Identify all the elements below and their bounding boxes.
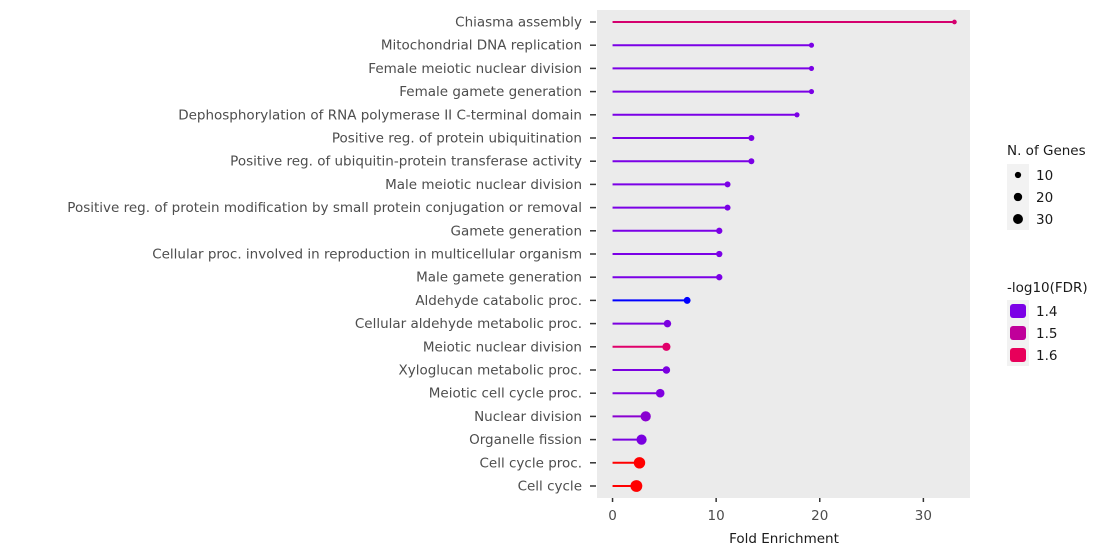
lollipop-point bbox=[724, 204, 731, 211]
lollipop-point bbox=[716, 227, 723, 234]
lollipop-point bbox=[808, 42, 815, 48]
lollipop-point bbox=[662, 342, 671, 351]
color-legend-label: 1.6 bbox=[1036, 348, 1057, 364]
lollipop-point bbox=[683, 296, 691, 304]
color-legend-key bbox=[1010, 348, 1026, 362]
y-tick-label: Male meiotic nuclear division bbox=[385, 177, 582, 193]
lollipop-point bbox=[952, 19, 957, 25]
lollipop-point bbox=[716, 274, 723, 281]
x-tick-label: 0 bbox=[608, 508, 617, 524]
y-tick-label: Positive reg. of ubiquitin-protein trans… bbox=[230, 154, 582, 170]
y-tick-label: Xyloglucan metabolic proc. bbox=[398, 363, 582, 379]
lollipop-point bbox=[716, 250, 723, 258]
color-legend-title: -log10(FDR) bbox=[1007, 280, 1088, 296]
y-tick-label: Female gamete generation bbox=[399, 84, 582, 100]
x-tick-label: 10 bbox=[708, 508, 725, 524]
color-legend: -log10(FDR) 1.4 1.5 1.6 bbox=[1007, 280, 1088, 366]
lollipop-point bbox=[662, 366, 671, 374]
size-legend-key bbox=[1014, 171, 1022, 179]
y-tick-label: Cell cycle proc. bbox=[479, 455, 582, 471]
y-tick-label: Cellular aldehyde metabolic proc. bbox=[355, 316, 582, 332]
lollipop-point bbox=[633, 457, 646, 469]
x-tick-label: 30 bbox=[915, 508, 932, 524]
y-tick-label: Nuclear division bbox=[474, 409, 582, 425]
y-tick-label: Female meiotic nuclear division bbox=[368, 61, 582, 77]
y-tick-label: Aldehyde catabolic proc. bbox=[415, 293, 582, 309]
lollipop-point bbox=[748, 135, 755, 141]
color-legend-key bbox=[1010, 326, 1026, 340]
lollipop-point bbox=[663, 319, 672, 328]
x-axis-title: Fold Enrichment bbox=[729, 531, 839, 547]
size-legend-label: 30 bbox=[1036, 212, 1053, 228]
y-tick-label: Positive reg. of protein ubiquitination bbox=[332, 131, 582, 147]
color-legend-label: 1.4 bbox=[1036, 304, 1057, 320]
lollipop-point bbox=[808, 89, 815, 95]
y-tick-label: Cellular proc. involved in reproduction … bbox=[152, 247, 582, 263]
y-tick-label: Chiasma assembly bbox=[455, 15, 582, 31]
y-tick-label: Dephosphorylation of RNA polymerase II C… bbox=[178, 107, 582, 123]
size-legend: N. of Genes 10 20 30 bbox=[1007, 143, 1086, 230]
lollipop-point bbox=[655, 388, 665, 398]
color-legend-label: 1.5 bbox=[1036, 326, 1057, 342]
size-legend-label: 10 bbox=[1036, 168, 1053, 184]
lollipop-point bbox=[724, 181, 731, 188]
lollipop-point bbox=[640, 411, 651, 422]
y-tick-label: Male gamete generation bbox=[416, 270, 582, 286]
y-tick-label: Positive reg. of protein modification by… bbox=[67, 200, 582, 216]
y-tick-label: Mitochondrial DNA replication bbox=[381, 38, 582, 54]
lollipop-point bbox=[794, 112, 800, 118]
y-tick-label: Meiotic cell cycle proc. bbox=[429, 386, 582, 402]
lollipop-point bbox=[748, 158, 755, 165]
lollipop-point bbox=[808, 65, 815, 71]
x-tick-label: 20 bbox=[811, 508, 828, 524]
size-legend-label: 20 bbox=[1036, 190, 1053, 206]
lollipop-point bbox=[630, 480, 643, 492]
y-tick-label: Meiotic nuclear division bbox=[423, 339, 582, 355]
color-legend-key bbox=[1010, 304, 1026, 318]
size-legend-title: N. of Genes bbox=[1007, 143, 1086, 159]
y-tick-label: Organelle fission bbox=[469, 432, 582, 448]
size-legend-key bbox=[1013, 192, 1023, 202]
y-tick-label: Gamete generation bbox=[451, 223, 583, 239]
size-legend-key bbox=[1013, 214, 1023, 224]
lollipop-point bbox=[636, 434, 647, 445]
y-tick-label: Cell cycle bbox=[518, 479, 582, 495]
